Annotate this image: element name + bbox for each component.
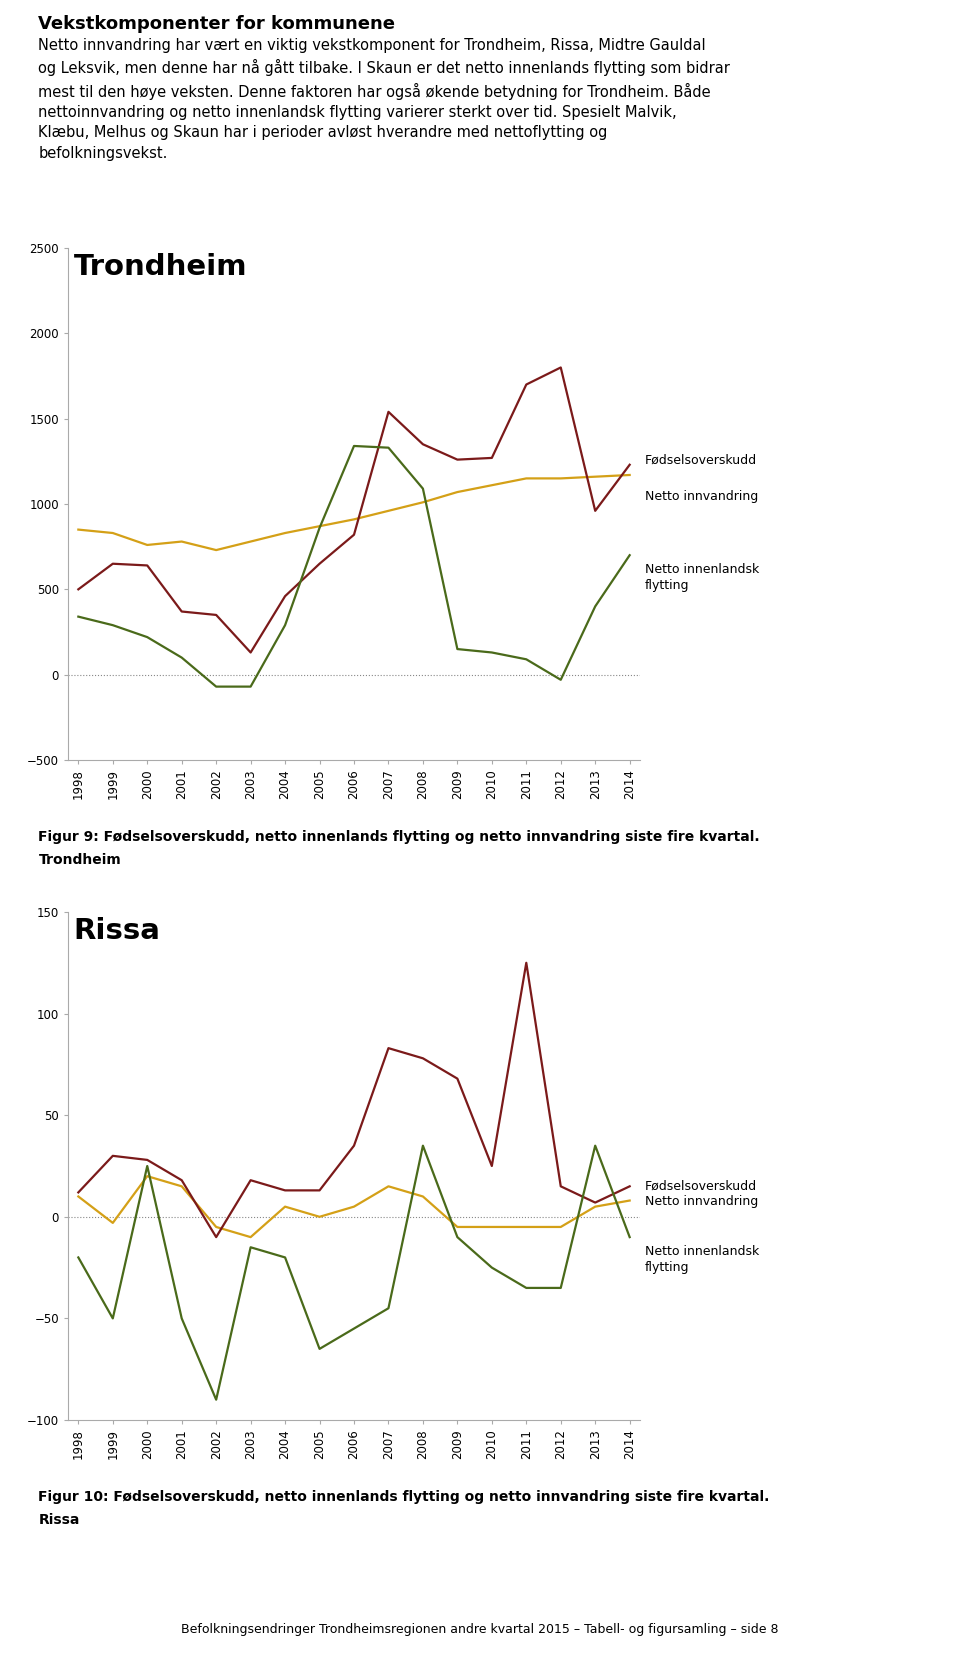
Text: Netto innvandring: Netto innvandring	[645, 489, 758, 503]
Text: Netto innvandring har vært en viktig vekstkomponent for Trondheim, Rissa, Midtre: Netto innvandring har vært en viktig vek…	[38, 38, 731, 160]
Text: Netto innenlandsk
flytting: Netto innenlandsk flytting	[645, 1245, 759, 1274]
Text: Netto innvandring: Netto innvandring	[645, 1195, 758, 1208]
Text: Trondheim: Trondheim	[74, 253, 248, 281]
Text: Befolkningsendringer Trondheimsregionen andre kvartal 2015 – Tabell- og figursam: Befolkningsendringer Trondheimsregionen …	[181, 1623, 779, 1636]
Text: Rissa: Rissa	[74, 917, 160, 946]
Text: Figur 9: Fødselsoverskudd, netto innenlands flytting og netto innvandring siste : Figur 9: Fødselsoverskudd, netto innenla…	[38, 830, 760, 845]
Text: Netto innenlandsk
flytting: Netto innenlandsk flytting	[645, 564, 759, 592]
Text: Fødselsoverskudd: Fødselsoverskudd	[645, 453, 757, 466]
Text: Trondheim: Trondheim	[38, 853, 121, 868]
Text: Fødselsoverskudd: Fødselsoverskudd	[645, 1179, 757, 1192]
Text: Vekstkomponenter for kommunene: Vekstkomponenter for kommunene	[38, 15, 396, 33]
Text: Figur 10: Fødselsoverskudd, netto innenlands flytting og netto innvandring siste: Figur 10: Fødselsoverskudd, netto innenl…	[38, 1489, 770, 1504]
Text: Rissa: Rissa	[38, 1512, 80, 1527]
